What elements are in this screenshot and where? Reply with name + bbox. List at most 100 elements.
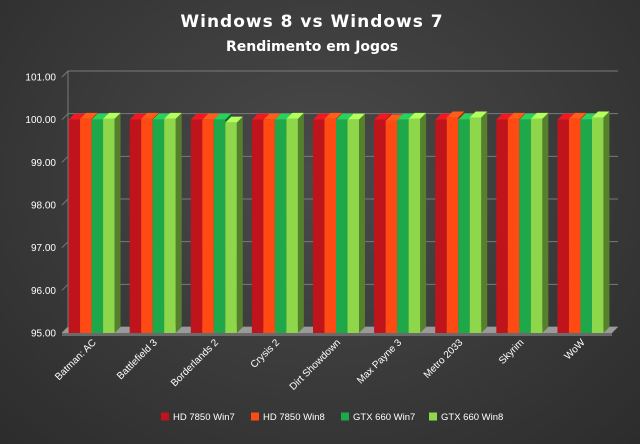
x-tick-label: Dirt Showdown [288,337,343,392]
bar [568,118,581,334]
gridline-side [61,155,69,163]
gridline-side [61,198,69,206]
x-tick-label: Metro 2033 [422,337,466,381]
bar-side [359,113,365,334]
bar [286,118,298,334]
bar-top [408,112,427,119]
bar [274,119,287,334]
bar [225,122,237,333]
bar-top [286,112,304,119]
bar-top [347,113,365,120]
bar-top [530,112,549,119]
bar-top [446,111,465,118]
floor-front [62,333,612,336]
legend-label: GTX 660 Win8 [441,412,503,423]
y-tick-label: 96.00 [31,286,56,297]
bar-top [557,113,575,120]
bar-top [469,111,488,118]
bar [336,119,348,334]
bar-side [297,112,304,334]
y-tick-label: 100.00 [25,115,56,126]
bar-top [213,113,232,120]
legend-swatch [341,412,349,421]
x-tick-label: Borderlands 2 [169,337,221,389]
bar-top [91,113,110,120]
bar-top [225,116,243,123]
bar-top [251,113,270,120]
bar-top [507,112,526,119]
bar-top [313,113,331,120]
bar [374,119,386,334]
bar [202,119,214,334]
legend-swatch [161,412,169,421]
bar-top [129,113,148,120]
bar-top [580,113,598,120]
x-tick-label: Crysis 2 [249,337,283,371]
bar [103,118,115,334]
bar-top [190,113,209,120]
x-tick-label: Skyrim [497,337,526,366]
bar-side [236,116,243,333]
bar [446,117,459,334]
bar [458,119,470,334]
bar-side [420,112,427,334]
bar [507,118,520,334]
bar [408,118,421,334]
bar [435,119,447,334]
bar [469,117,482,334]
bar-top [591,111,610,118]
bar-top [568,112,587,119]
bar [68,119,81,334]
bar-side [481,111,488,334]
y-tick-label: 97.00 [31,243,56,254]
bar [80,118,92,334]
legend-label: HD 7850 Win8 [263,412,325,423]
bar-top [202,113,220,120]
bar-top [397,113,415,120]
bars [68,111,610,334]
chart-subtitle: Rendimento em Jogos [226,39,398,55]
bar [213,119,226,334]
gridline-side [61,283,69,291]
chart-title: Windows 8 vs Windows 7 [180,12,443,32]
bar [164,118,176,334]
bar-top [164,112,182,119]
bar [324,118,336,334]
bar-side [114,112,121,334]
bar-top [324,112,342,119]
y-tick-label: 99.00 [31,158,56,169]
bar-top [496,113,514,120]
bar-top [263,113,281,120]
bar-top [274,113,293,120]
bar-top [385,114,404,121]
bar-side [542,112,549,334]
bar [519,119,531,334]
bar-top [458,113,476,120]
bar-top [68,113,87,120]
bar [313,119,325,334]
bar [591,117,604,334]
bar-top [374,113,392,120]
bar-top [141,112,159,119]
legend-swatch [429,412,437,421]
bar [580,119,592,334]
bar-side [603,111,610,334]
legend-label: HD 7850 Win7 [173,412,235,423]
bar-top [519,113,537,120]
bar-top [103,112,121,119]
x-tick-label: Batman: AC [53,337,99,383]
y-tick-label: 95.00 [31,329,56,340]
bar [530,118,543,334]
bar [557,119,569,334]
bar-top [435,113,453,120]
bar [347,119,359,334]
bar [385,120,398,334]
x-tick-label: WoW [563,337,588,362]
bar [263,119,275,334]
bar-top [152,113,171,120]
x-tick-label: Max Payne 3 [355,337,404,386]
bar [91,119,104,334]
bar [141,118,153,334]
bar [152,119,165,334]
